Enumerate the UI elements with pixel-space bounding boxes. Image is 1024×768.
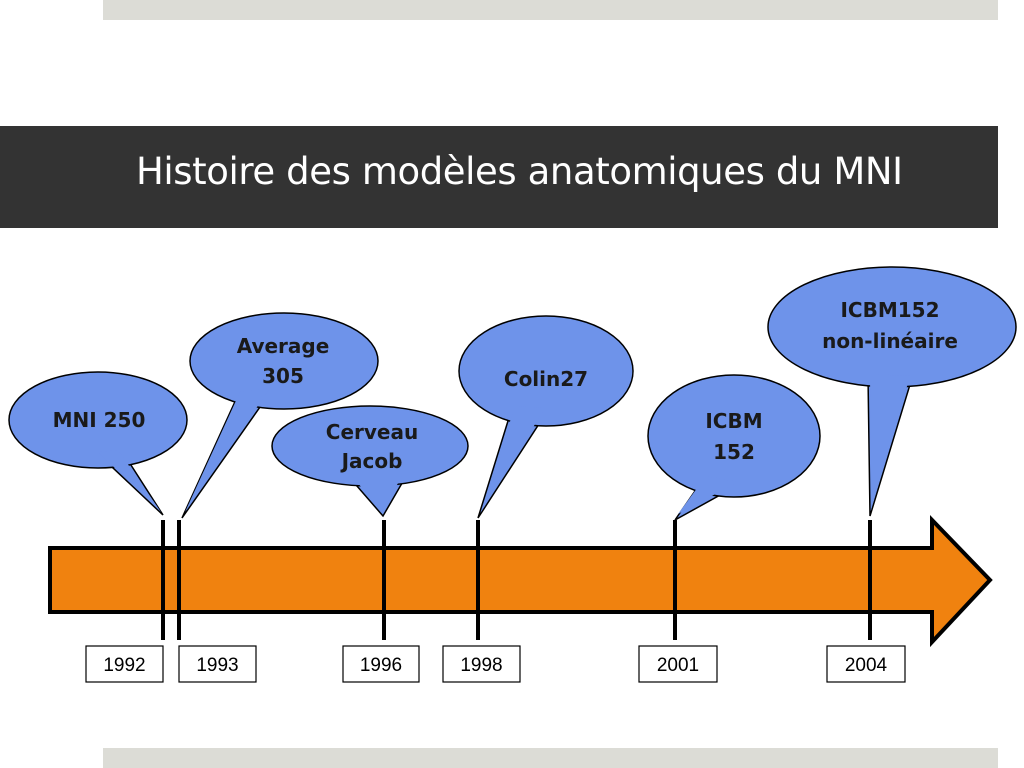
bubble-mni250: MNI 250 [8, 371, 188, 516]
timeline-ticks [161, 520, 872, 640]
bubble-label-152: 152 [713, 440, 755, 464]
year-label-1996: 1996 [360, 655, 402, 676]
bubble-colin27: Colin27 [458, 315, 634, 519]
bottom-decor-band [103, 748, 998, 768]
page-title: Histoire des modèles anatomiques du MNI [136, 150, 903, 193]
bubble-average305: Average 305 [181, 312, 379, 519]
bubble-cerveau-jacob: Cerveau Jacob [271, 405, 469, 518]
bubble-label-colin27: Colin27 [504, 367, 588, 391]
year-label-1993: 1993 [196, 655, 238, 676]
bubble-label-305: 305 [262, 364, 304, 388]
bubble-label-icbm: ICBM [705, 409, 762, 433]
year-box-2004: 2004 [826, 645, 906, 683]
year-box-1993: 1993 [178, 645, 257, 683]
year-box-1996: 1996 [342, 645, 420, 683]
bubble-icbm152-nonlineaire: ICBM152 non-linéaire [767, 266, 1017, 517]
bubble-label-jacob: Jacob [340, 449, 403, 473]
bubble-label-nonlineaire: non-linéaire [822, 329, 958, 353]
top-decor-band [103, 0, 998, 20]
year-box-1998: 1998 [442, 645, 521, 683]
year-label-1992: 1992 [103, 655, 145, 676]
bubble-icbm152: ICBM 152 [647, 374, 821, 521]
year-label-2004: 2004 [845, 655, 888, 676]
timeline-arrow [48, 515, 993, 648]
bubble-label-mni250: MNI 250 [53, 408, 146, 432]
bubble-label-average: Average [237, 334, 330, 358]
bubble-label-icbm152: ICBM152 [840, 298, 939, 322]
year-box-1992: 1992 [85, 645, 164, 683]
title-bar [0, 126, 998, 228]
year-label-2001: 2001 [657, 655, 699, 676]
year-box-2001: 2001 [638, 645, 718, 683]
bubble-label-cerveau: Cerveau [326, 420, 418, 444]
year-label-1998: 1998 [460, 655, 502, 676]
